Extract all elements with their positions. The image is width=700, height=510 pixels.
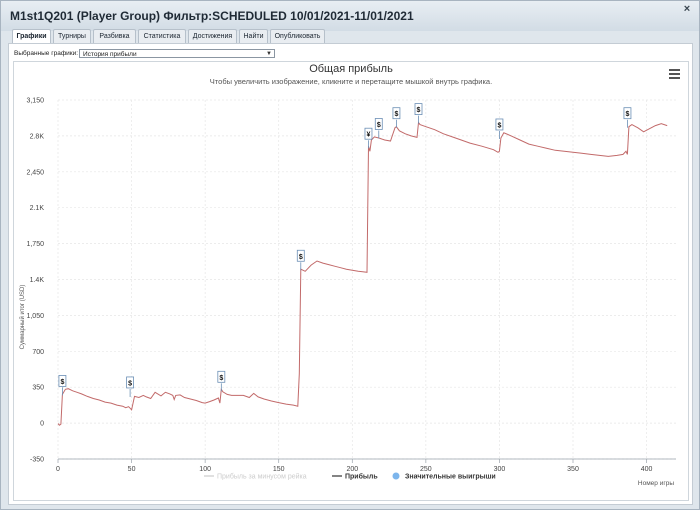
legend-item[interactable]: Прибыль [332, 473, 378, 481]
legend-label: Прибыль за минусом рейка [217, 473, 307, 481]
legend-label: Значительные выигрыши [405, 474, 496, 481]
flag-label: $ [394, 111, 398, 118]
profit-series-line [57, 121, 668, 426]
flag-label: ¥ [367, 132, 371, 139]
chart-title: Общая прибыль [309, 63, 393, 75]
flag-label: $ [219, 375, 223, 382]
chart-selector-dropdown[interactable]: История прибыли ▼ [79, 49, 275, 58]
chart-selector-label: Выбранные графики: [14, 50, 79, 57]
x-tick-label: 350 [567, 466, 579, 473]
window-title: M1st1Q201 (Player Group) Фильтр:SCHEDULE… [10, 9, 414, 23]
x-axis-title: Номер игры [638, 480, 674, 487]
big-win-flag-marker: $ [495, 118, 504, 139]
x-axis: 0 50 100 150 200 250 300 350 400 [56, 458, 676, 473]
tab-breakdown[interactable]: Разбивка [93, 29, 136, 43]
flag-label: $ [299, 254, 303, 261]
flag-box [414, 103, 423, 115]
charts-panel: Выбранные графики: История прибыли ▼ -35… [8, 43, 693, 505]
flag-box [364, 127, 373, 140]
x-tick-label: 250 [420, 466, 432, 473]
x-tick-label: 50 [128, 466, 136, 473]
close-icon[interactable]: × [683, 3, 691, 15]
y-tick-label: 700 [32, 349, 44, 356]
flag-box [623, 107, 632, 120]
flag-box [495, 118, 504, 131]
legend-label: Прибыль [345, 473, 378, 481]
y-tick-label: 3,150 [26, 98, 44, 105]
tab-achievements[interactable]: Достижения [188, 29, 237, 43]
legend-item[interactable]: Прибыль за минусом рейка [204, 473, 307, 481]
markers-layer: $ $ $ $ ¥ $ $ $ $ $ [58, 103, 632, 397]
y-tick-label: 2,450 [26, 169, 44, 176]
flag-box [392, 107, 401, 120]
big-win-flag-marker: $ [126, 376, 134, 397]
chart-container[interactable]: -350 0 350 700 1,050 1.4K 1,750 2.1K 2,450 2.8K 3,… [13, 61, 689, 501]
y-tick-label: 0 [40, 421, 44, 428]
chart-subtitle: Чтобы увеличить изображение, кликните и … [210, 77, 492, 86]
tab-publish[interactable]: Опубликовать [270, 29, 325, 43]
x-tick-label: 150 [273, 466, 285, 473]
x-tick-label: 0 [56, 466, 60, 473]
big-win-flag-marker: $ [296, 249, 305, 271]
chevron-down-icon: ▼ [266, 51, 272, 57]
chart-legend: Прибыль за минусом рейка Прибыль Значитель… [204, 472, 496, 481]
tab-charts[interactable]: Графики [12, 29, 51, 44]
y-tick-label: 350 [32, 385, 44, 392]
big-win-flag-marker: $ [414, 103, 423, 124]
y-tick-label: 1.4K [30, 277, 45, 284]
flag-box [58, 375, 67, 387]
flag-label: $ [417, 107, 421, 114]
y-axis-title: Суммарный итог (USD) [19, 285, 26, 350]
legend-item[interactable]: Значительные выигрыши [392, 472, 496, 481]
x-tick-label: 300 [494, 466, 506, 473]
flag-label: $ [625, 111, 629, 118]
x-tick-label: 100 [199, 466, 211, 473]
big-win-flag-marker: ¥ [364, 127, 373, 149]
y-tick-label: 2.8K [30, 133, 45, 140]
flag-label: $ [60, 379, 64, 386]
x-tick-label: 200 [346, 466, 358, 473]
big-win-flag-marker: $ [623, 107, 632, 128]
flag-box [217, 370, 226, 383]
big-win-flag-marker: $ [58, 375, 67, 396]
title-bar[interactable]: M1st1Q201 (Player Group) Фильтр:SCHEDULE… [1, 1, 699, 31]
tab-find[interactable]: Найти [239, 29, 268, 43]
tab-tournaments[interactable]: Турниры [53, 29, 91, 43]
flag-box [374, 118, 383, 130]
profit-chart[interactable]: -350 0 350 700 1,050 1.4K 1,750 2.1K 2,450 2.8K 3,… [14, 62, 688, 500]
y-tick-label: 1,050 [26, 313, 44, 320]
y-axis: -350 0 350 700 1,050 1.4K 1,750 2.1K 2,450 2.8K 3,… [26, 98, 44, 464]
series-layer [57, 121, 668, 426]
flag-box [126, 376, 134, 389]
y-tick-label: 2.1K [30, 205, 45, 212]
big-win-flag-marker: $ [374, 118, 383, 139]
y-tick-label: 1,750 [26, 241, 44, 248]
big-win-flag-marker: $ [392, 107, 401, 128]
legend-dot-symbol [392, 472, 400, 480]
x-tick-label: 400 [641, 466, 653, 473]
tab-statistics[interactable]: Статистика [138, 29, 186, 43]
flag-label: $ [377, 122, 381, 129]
chart-selector-value: История прибыли [83, 51, 137, 58]
flag-label: $ [128, 380, 132, 387]
y-tick-label: -350 [30, 457, 44, 464]
flag-box [296, 249, 305, 262]
hamburger-menu-icon[interactable] [669, 69, 680, 79]
flag-label: $ [497, 122, 501, 129]
big-win-flag-marker: $ [217, 370, 226, 392]
